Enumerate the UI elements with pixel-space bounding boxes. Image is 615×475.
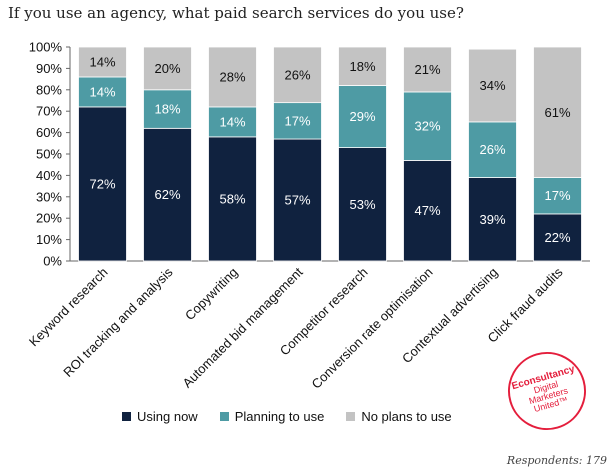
- legend-item-using: Using now: [122, 409, 198, 424]
- data-label-using: 58%: [219, 191, 245, 206]
- bar-segment-no_plans: [208, 46, 257, 108]
- data-label-no_plans: 21%: [414, 62, 440, 77]
- data-label-planning: 17%: [544, 188, 570, 203]
- bar-segment-using: [403, 160, 452, 262]
- data-label-no_plans: 28%: [219, 69, 245, 84]
- legend-item-planning: Planning to use: [219, 409, 325, 424]
- data-label-no_plans: 18%: [349, 59, 375, 74]
- y-tick-label: 90%: [36, 61, 62, 76]
- bar-segment-planning: [78, 76, 127, 108]
- bar-segment-using: [533, 213, 582, 262]
- data-label-planning: 14%: [89, 84, 115, 99]
- bar-segment-planning: [468, 121, 517, 178]
- y-tick-label: 10%: [36, 232, 62, 247]
- respondents-note: Respondents: 179: [506, 454, 607, 467]
- legend-label-no-plans: No plans to use: [361, 409, 452, 424]
- bar-segment-using: [273, 138, 322, 262]
- y-tick-label: 30%: [36, 189, 62, 204]
- data-label-no_plans: 26%: [284, 67, 310, 82]
- bar-segment-no_plans: [143, 46, 192, 91]
- legend: Using now Planning to use No plans to us…: [122, 409, 452, 424]
- category-label: ROI tracking and analysis: [60, 264, 176, 380]
- bar-segment-using: [143, 127, 192, 262]
- data-label-using: 53%: [349, 197, 375, 212]
- bar-segment-no_plans: [338, 46, 387, 86]
- bar-segment-planning: [273, 102, 322, 140]
- bar-segment-using: [208, 136, 257, 262]
- bar-segment-no_plans: [403, 46, 452, 93]
- y-tick-label: 40%: [36, 168, 62, 183]
- bar-segment-using: [338, 147, 387, 262]
- y-tick-label: 0%: [43, 254, 62, 269]
- legend-swatch-using: [122, 412, 131, 421]
- chart-title: If you use an agency, what paid search s…: [8, 4, 464, 22]
- legend-label-using: Using now: [137, 409, 198, 424]
- data-label-planning: 26%: [479, 142, 505, 157]
- data-label-planning: 32%: [414, 119, 440, 134]
- y-tick-label: 50%: [36, 147, 62, 162]
- bar-segment-planning: [143, 89, 192, 129]
- bar-segment-no_plans: [273, 46, 322, 104]
- category-label: Copywriting: [182, 265, 241, 324]
- bar-segment-no_plans: [78, 46, 127, 78]
- legend-item-no-plans: No plans to use: [346, 409, 452, 424]
- data-label-using: 57%: [284, 193, 310, 208]
- y-tick-label: 80%: [36, 82, 62, 97]
- data-label-using: 22%: [544, 230, 570, 245]
- data-label-planning: 17%: [284, 113, 310, 128]
- data-label-using: 39%: [479, 212, 505, 227]
- data-label-no_plans: 34%: [479, 78, 505, 93]
- bar-segment-planning: [208, 106, 257, 138]
- bar-segment-no_plans: [533, 46, 582, 178]
- y-tick-label: 100%: [29, 40, 63, 55]
- data-label-planning: 14%: [219, 114, 245, 129]
- data-label-planning: 29%: [349, 109, 375, 124]
- y-tick-label: 70%: [36, 104, 62, 119]
- data-label-planning: 18%: [154, 102, 180, 117]
- category-label: Automated bid management: [180, 264, 306, 390]
- bar-segment-no_plans: [468, 48, 517, 123]
- bar-segment-planning: [338, 85, 387, 148]
- data-label-no_plans: 14%: [89, 54, 115, 69]
- data-label-no_plans: 61%: [544, 105, 570, 120]
- y-tick-label: 20%: [36, 211, 62, 226]
- category-label: Conversion rate optimisation: [309, 265, 436, 392]
- data-label-using: 47%: [414, 203, 440, 218]
- legend-swatch-no-plans: [346, 412, 356, 421]
- legend-swatch-planning: [219, 412, 229, 421]
- data-label-no_plans: 20%: [154, 61, 180, 76]
- bar-segment-using: [78, 106, 127, 262]
- legend-label-planning: Planning to use: [234, 409, 325, 424]
- data-label-using: 62%: [154, 187, 180, 202]
- data-label-using: 72%: [89, 176, 115, 191]
- y-tick-label: 60%: [36, 125, 62, 140]
- bar-segment-using: [468, 177, 517, 262]
